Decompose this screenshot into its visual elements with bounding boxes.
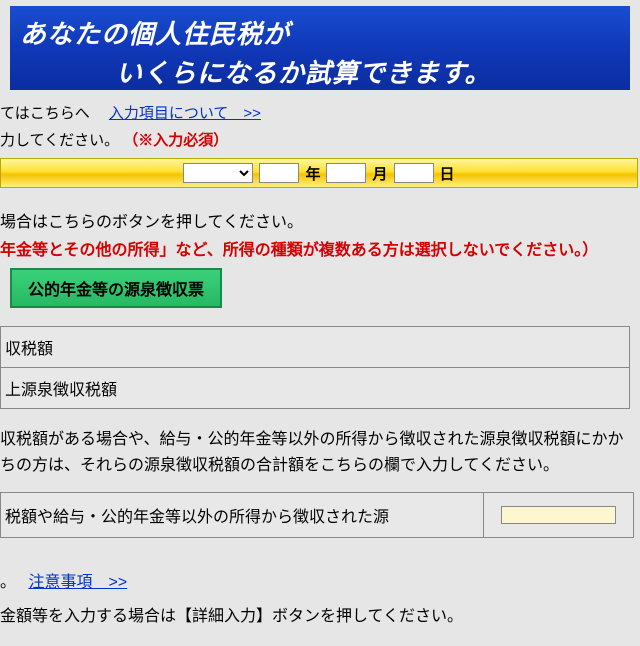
year-input[interactable] — [259, 163, 299, 183]
bottom-link-row: 。 注意事項 >> — [0, 568, 640, 602]
required-label: （※入力必須） — [123, 132, 228, 149]
instr-prefix: 力してください。 — [0, 132, 119, 149]
section1-text1: 場合はこちらのボタンを押してください。 — [0, 208, 640, 236]
notes-link[interactable]: 注意事項 >> — [28, 574, 127, 591]
input-items-link[interactable]: 入力項目について >> — [109, 105, 261, 122]
month-input[interactable] — [326, 163, 366, 183]
banner: あなたの個人住民税が いくらになるか試算できます。 — [10, 6, 630, 90]
toplink-prefix: てはこちらへ — [0, 105, 105, 122]
pension-withholding-button[interactable]: 公的年金等の源泉徴収票 — [10, 268, 222, 308]
era-select[interactable] — [183, 163, 253, 183]
table-row: 上源泉徴収税額 — [1, 368, 630, 409]
withholding-input-row: 税額や給与・公的年金等以外の所得から徴収された源 — [0, 492, 634, 538]
instruction-line: 力してください。 （※入力必須） — [0, 127, 640, 158]
tax-table: 収税額 上源泉徴収税額 — [0, 326, 630, 409]
para1-line2: ちの方は、それらの源泉徴収税額の合計額をこちらの欄で入力してください。 — [0, 457, 559, 474]
withholding-amount-input[interactable] — [501, 506, 616, 524]
day-input[interactable] — [394, 163, 434, 183]
withholding-input-cell — [484, 493, 634, 538]
taxrow2-label: 上源泉徴収税額 — [1, 368, 630, 409]
para1-line1: 収税額がある場合や、給与・公的年金等以外の所得から徴収された源泉徴収税額にかか — [0, 431, 624, 448]
day-label: 日 — [440, 163, 455, 184]
date-bar: 年 月 日 — [0, 158, 638, 188]
bottom-prefix: 。 — [0, 574, 24, 591]
paragraph1: 収税額がある場合や、給与・公的年金等以外の所得から徴収された源泉徴収税額にかか … — [0, 427, 640, 492]
table-row: 収税額 — [1, 327, 630, 368]
section1-text2: 年金等とその他の所得」など、所得の種類が複数ある方は選択しないでください。） — [0, 236, 640, 264]
banner-line2: いくらになるか試算できます。 — [16, 53, 624, 90]
banner-line1: あなたの個人住民税が — [16, 14, 624, 51]
year-label: 年 — [305, 163, 320, 184]
taxrow1-label: 収税額 — [1, 327, 630, 368]
withholding-label: 税額や給与・公的年金等以外の所得から徴収された源 — [1, 493, 484, 538]
table-row: 税額や給与・公的年金等以外の所得から徴収された源 — [1, 493, 634, 538]
bottom-text: 金額等を入力する場合は【詳細入力】ボタンを押してください。 — [0, 602, 640, 626]
top-links: てはこちらへ 入力項目について >> — [0, 98, 640, 127]
month-label: 月 — [372, 163, 387, 184]
